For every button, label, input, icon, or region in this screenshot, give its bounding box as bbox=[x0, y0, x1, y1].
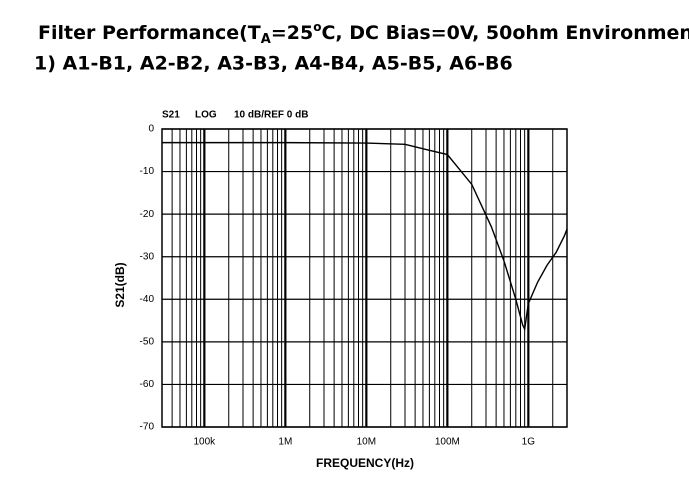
title-text: =25 bbox=[271, 22, 313, 44]
header-label: 10 dB/REF 0 dB bbox=[234, 110, 308, 121]
header-label: LOG bbox=[195, 110, 217, 121]
chart-title: Filter Performance(TA=25oC, DC Bias=0V, … bbox=[38, 20, 689, 47]
y-tick-label: -40 bbox=[140, 294, 155, 305]
header-label: S21 bbox=[162, 110, 180, 121]
y-axis-label: S21(dB) bbox=[113, 262, 127, 307]
y-tick-label: -20 bbox=[140, 209, 155, 220]
x-tick-label: 100M bbox=[435, 437, 460, 448]
chart-subtitle: 1) A1-B1, A2-B2, A3-B3, A4-B4, A5-B5, A6… bbox=[34, 53, 513, 75]
title-text: Filter Performance(T bbox=[38, 22, 261, 44]
plot-frame bbox=[161, 128, 568, 428]
y-tick-label: -50 bbox=[140, 336, 155, 347]
title-superscript: o bbox=[313, 20, 321, 34]
data-line bbox=[162, 141, 568, 332]
y-tick-label: -10 bbox=[140, 166, 155, 177]
x-tick-label: 100k bbox=[194, 437, 217, 448]
x-axis-label: FREQUENCY(Hz) bbox=[316, 456, 414, 470]
x-tick-label: 10M bbox=[357, 437, 376, 448]
title-subscript: A bbox=[261, 32, 271, 47]
y-tick-label: -30 bbox=[140, 251, 155, 262]
title-text: C, DC Bias=0V, 50ohm Environment) bbox=[321, 22, 689, 44]
x-tick-label: 1G bbox=[522, 437, 536, 448]
y-tick-label: 0 bbox=[148, 124, 154, 135]
y-tick-label: -60 bbox=[140, 379, 155, 390]
x-tick-label: 1M bbox=[278, 437, 292, 448]
y-tick-label: -70 bbox=[140, 422, 155, 433]
